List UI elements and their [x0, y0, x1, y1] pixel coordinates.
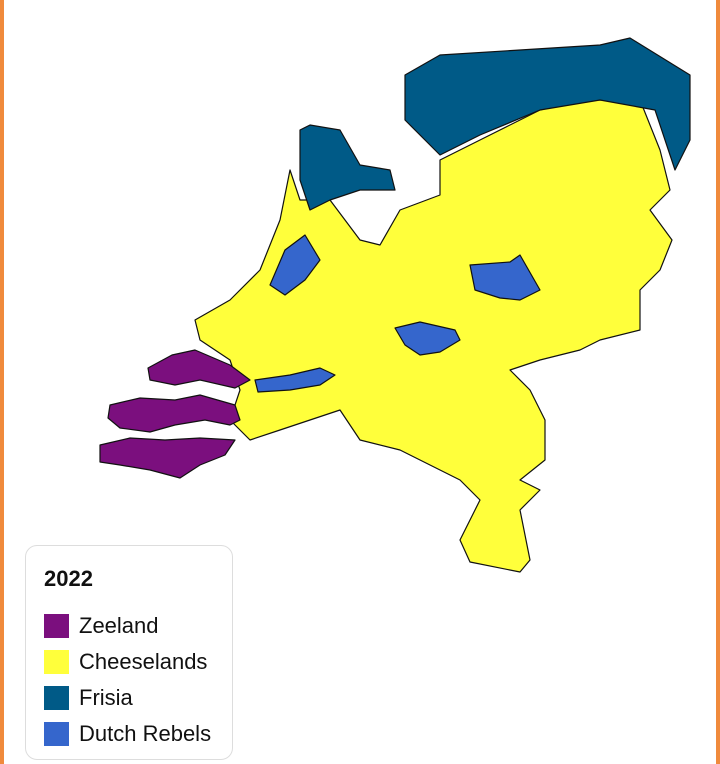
zeeland-region — [107, 394, 241, 433]
legend-label: Dutch Rebels — [79, 721, 212, 746]
dutch-rebels-region — [254, 367, 336, 393]
legend-label: Cheeselands — [79, 649, 208, 674]
zeeland-region — [147, 349, 251, 389]
dutch-rebels-region — [394, 321, 461, 356]
legend: 2022 Zeeland Cheeselands Frisia Dutch Rebel… — [25, 545, 233, 760]
legend-swatch — [44, 614, 69, 638]
legend-swatch — [44, 722, 69, 746]
legend-swatch — [44, 686, 69, 710]
frisia-region — [404, 37, 691, 171]
frisia-region — [299, 124, 396, 211]
legend-item: Frisia — [44, 685, 133, 711]
legend-item: Dutch Rebels — [44, 721, 211, 747]
dutch-rebels-region — [269, 234, 321, 296]
zeeland-region — [99, 437, 236, 479]
legend-item: Zeeland — [44, 613, 159, 639]
legend-label: Frisia — [79, 685, 133, 710]
dutch-rebels-region — [469, 254, 541, 301]
legend-label: Zeeland — [79, 613, 159, 638]
legend-swatch — [44, 650, 69, 674]
legend-title: 2022 — [44, 566, 93, 591]
legend-item: Cheeselands — [44, 649, 207, 675]
